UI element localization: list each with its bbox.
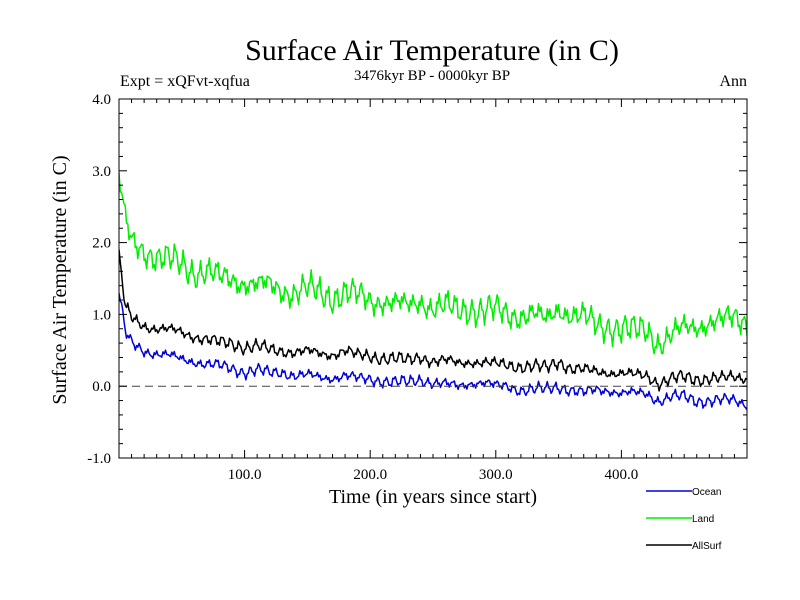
chart-subtitle: 3476kyr BP - 0000kyr BP bbox=[354, 68, 510, 84]
x-tick-label: 400.0 bbox=[605, 467, 639, 483]
y-tick-label: -1.0 bbox=[87, 451, 111, 467]
series-line-allsurf bbox=[119, 249, 747, 392]
y-tick-label: 0.0 bbox=[92, 379, 111, 395]
legend-label-ocean: Ocean bbox=[692, 487, 721, 498]
x-tick-label: 100.0 bbox=[228, 467, 262, 483]
axis-ticks: 100.0 200.0 300.0 400.0 -1.0 0.0 1.0 2.0 3.0 4.0 bbox=[87, 92, 747, 483]
x-tick-label: 200.0 bbox=[353, 467, 387, 483]
legend-label-land: Land bbox=[692, 514, 714, 525]
series-line-land bbox=[119, 172, 747, 355]
y-tick-label: 2.0 bbox=[92, 236, 111, 252]
season-label: Ann bbox=[719, 73, 747, 90]
plot-frame bbox=[118, 98, 748, 459]
x-axis-label: Time (in years since start) bbox=[329, 486, 537, 508]
chart-title: Surface Air Temperature (in C) bbox=[245, 34, 619, 67]
legend: Ocean Land AllSurf bbox=[646, 487, 722, 552]
y-tick-label: 4.0 bbox=[92, 92, 111, 108]
legend-label-allsurf: AllSurf bbox=[692, 541, 722, 552]
experiment-label: Expt = xQFvt-xqfua bbox=[120, 73, 250, 90]
series-group bbox=[119, 172, 747, 411]
y-tick-label: 1.0 bbox=[92, 307, 111, 323]
y-tick-label: 3.0 bbox=[92, 164, 111, 180]
y-axis-label: Surface Air Temperature (in C) bbox=[49, 155, 71, 404]
x-tick-label: 300.0 bbox=[479, 467, 513, 483]
